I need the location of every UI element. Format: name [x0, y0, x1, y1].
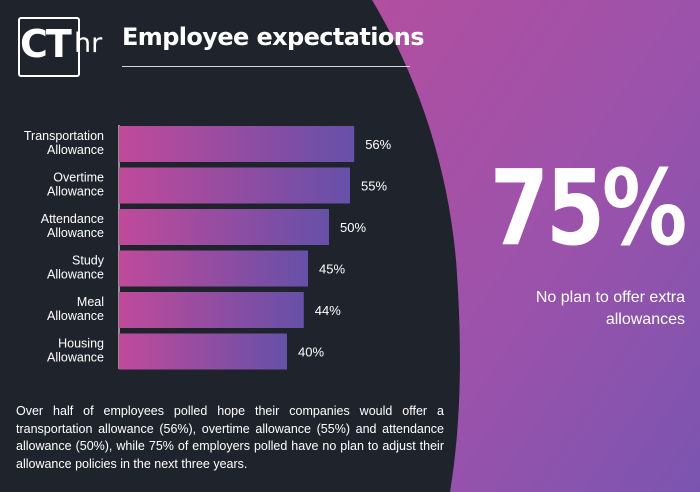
- logo-hr: hr: [74, 28, 103, 59]
- bar-meal: [119, 292, 304, 328]
- bar-value-label: 56%: [365, 137, 391, 152]
- category-label: Transportation Allowance: [24, 129, 104, 157]
- summary-text: Over half of employees polled hope their…: [16, 404, 444, 471]
- highlight-value: 75%: [489, 147, 688, 269]
- bar-value-label: 50%: [340, 220, 366, 235]
- bar-transportation: [119, 126, 355, 162]
- category-label: Overtime Allowance: [47, 171, 104, 199]
- page-title: Employee expectations: [122, 23, 425, 51]
- bar-study: [119, 250, 308, 287]
- bar-value-label: 45%: [319, 262, 345, 277]
- bar-value-label: 55%: [361, 179, 387, 194]
- category-label: Study Allowance: [47, 254, 105, 282]
- category-label: Meal Allowance: [47, 295, 104, 323]
- bar-value-label: 40%: [298, 345, 324, 360]
- logo-ct: CT: [20, 22, 72, 66]
- logo-box: [18, 17, 80, 77]
- highlight-caption: No plan to offer extra allowances: [535, 289, 685, 328]
- bar-housing: [119, 333, 287, 370]
- category-label: Attendance Allowance: [41, 212, 104, 240]
- bar-value-label: 44%: [315, 303, 341, 318]
- bar-overtime: [119, 167, 350, 204]
- bar-attendance: [119, 209, 329, 245]
- title-divider: [122, 66, 410, 67]
- category-label: Housing Allowance: [47, 337, 104, 365]
- allowance-bar-chart: 56% Transportation Allowance 55% Overtime All…: [24, 125, 392, 370]
